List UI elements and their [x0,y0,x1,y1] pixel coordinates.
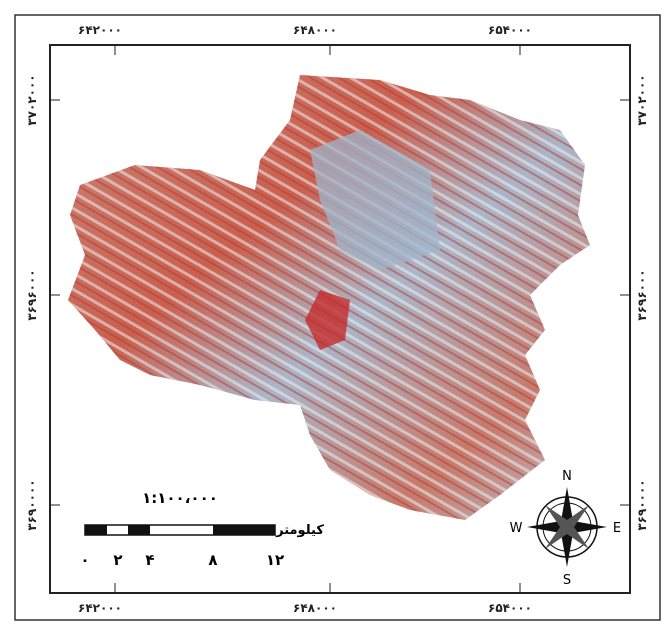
scale-tick: ۸ [208,551,217,569]
scale-tick: ۱۲ [266,551,284,569]
scale-bar: ۱:۱۰۰،۰۰۰ کیلومتر ۰ ۲ ۴ ۸ ۱۲ [80,489,324,569]
x-label-top: ۶۴۸۰۰۰ [293,23,337,37]
red-zone [305,290,350,350]
y-label-left: ۳۷۰۲۰۰۰ [25,74,39,125]
terrain [68,75,590,520]
outer-frame [14,14,661,621]
y-label-right: ۳۷۰۲۰۰۰ [635,74,649,125]
scale-ratio: ۱:۱۰۰،۰۰۰ [142,489,218,507]
north-arrow: N S W E [510,469,622,588]
y-label-left: ۳۶۹۰۰۰۰ [25,479,39,530]
scale-tick: ۴ [145,551,154,569]
compass-s: S [563,573,571,588]
x-label-top: ۶۵۴۰۰۰ [488,23,532,37]
scale-tick: ۰ [80,551,89,569]
x-label-bottom: ۶۴۲۰۰۰ [78,601,122,615]
y-label-right: ۳۶۹۰۰۰۰ [635,479,649,530]
compass-n: N [562,469,572,484]
x-label-top: ۶۴۲۰۰۰ [78,23,122,37]
x-label-bottom: ۶۴۸۰۰۰ [293,601,337,615]
x-label-bottom: ۶۵۴۰۰۰ [488,601,532,615]
y-label-left: ۳۶۹۶۰۰۰ [25,269,39,320]
compass-e: E [613,521,621,536]
valley [310,130,440,270]
y-label-right: ۳۶۹۶۰۰۰ [635,269,649,320]
compass-w: W [510,521,523,536]
grid-ticks [50,45,630,593]
scale-tick: ۲ [113,551,122,569]
scale-unit: کیلومتر [275,523,324,538]
